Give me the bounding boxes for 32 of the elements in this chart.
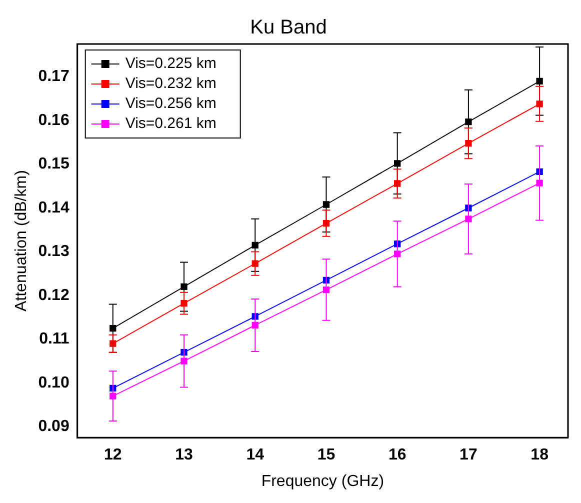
y-tick-label: 0.14 [38, 199, 70, 216]
y-tick-label: 0.17 [38, 68, 70, 86]
point [536, 180, 543, 186]
y-axis-title: Attenuation (dB/km) [13, 170, 30, 312]
x-tick-label: 15 [317, 446, 336, 464]
point [465, 140, 472, 147]
y-tick-label: 0.11 [39, 330, 70, 348]
point [536, 100, 543, 108]
x-tick-label: 13 [175, 446, 194, 464]
point [180, 358, 188, 364]
point [465, 216, 472, 222]
y-tick-label: 0.09 [38, 418, 70, 436]
chart-title: Ku Band [250, 16, 327, 39]
legend-label: Vis=0.225 km [125, 55, 216, 72]
y-tick-label: 0.15 [38, 156, 70, 173]
y-tick-label: 0.10 [38, 374, 70, 392]
x-axis-title: Frequency (GHz) [261, 472, 384, 490]
x-tick-label: 16 [388, 446, 406, 464]
legend-label: Vis=0.232 km [125, 75, 216, 92]
legend-label: Vis=0.261 km [125, 115, 216, 132]
y-tick-label: 0.13 [38, 243, 70, 260]
x-tick-label: 17 [460, 446, 478, 464]
y-tick-label: 0.12 [38, 286, 70, 304]
legend-label: Vis=0.256 km [125, 95, 216, 112]
point [465, 118, 472, 126]
x-tick-label: 14 [246, 446, 264, 464]
point [180, 283, 188, 290]
x-tick-label: 18 [530, 446, 549, 464]
point [536, 78, 543, 84]
x-tick-label: 12 [104, 446, 122, 464]
y-tick-label: 0.16 [38, 112, 70, 129]
point [180, 300, 188, 307]
